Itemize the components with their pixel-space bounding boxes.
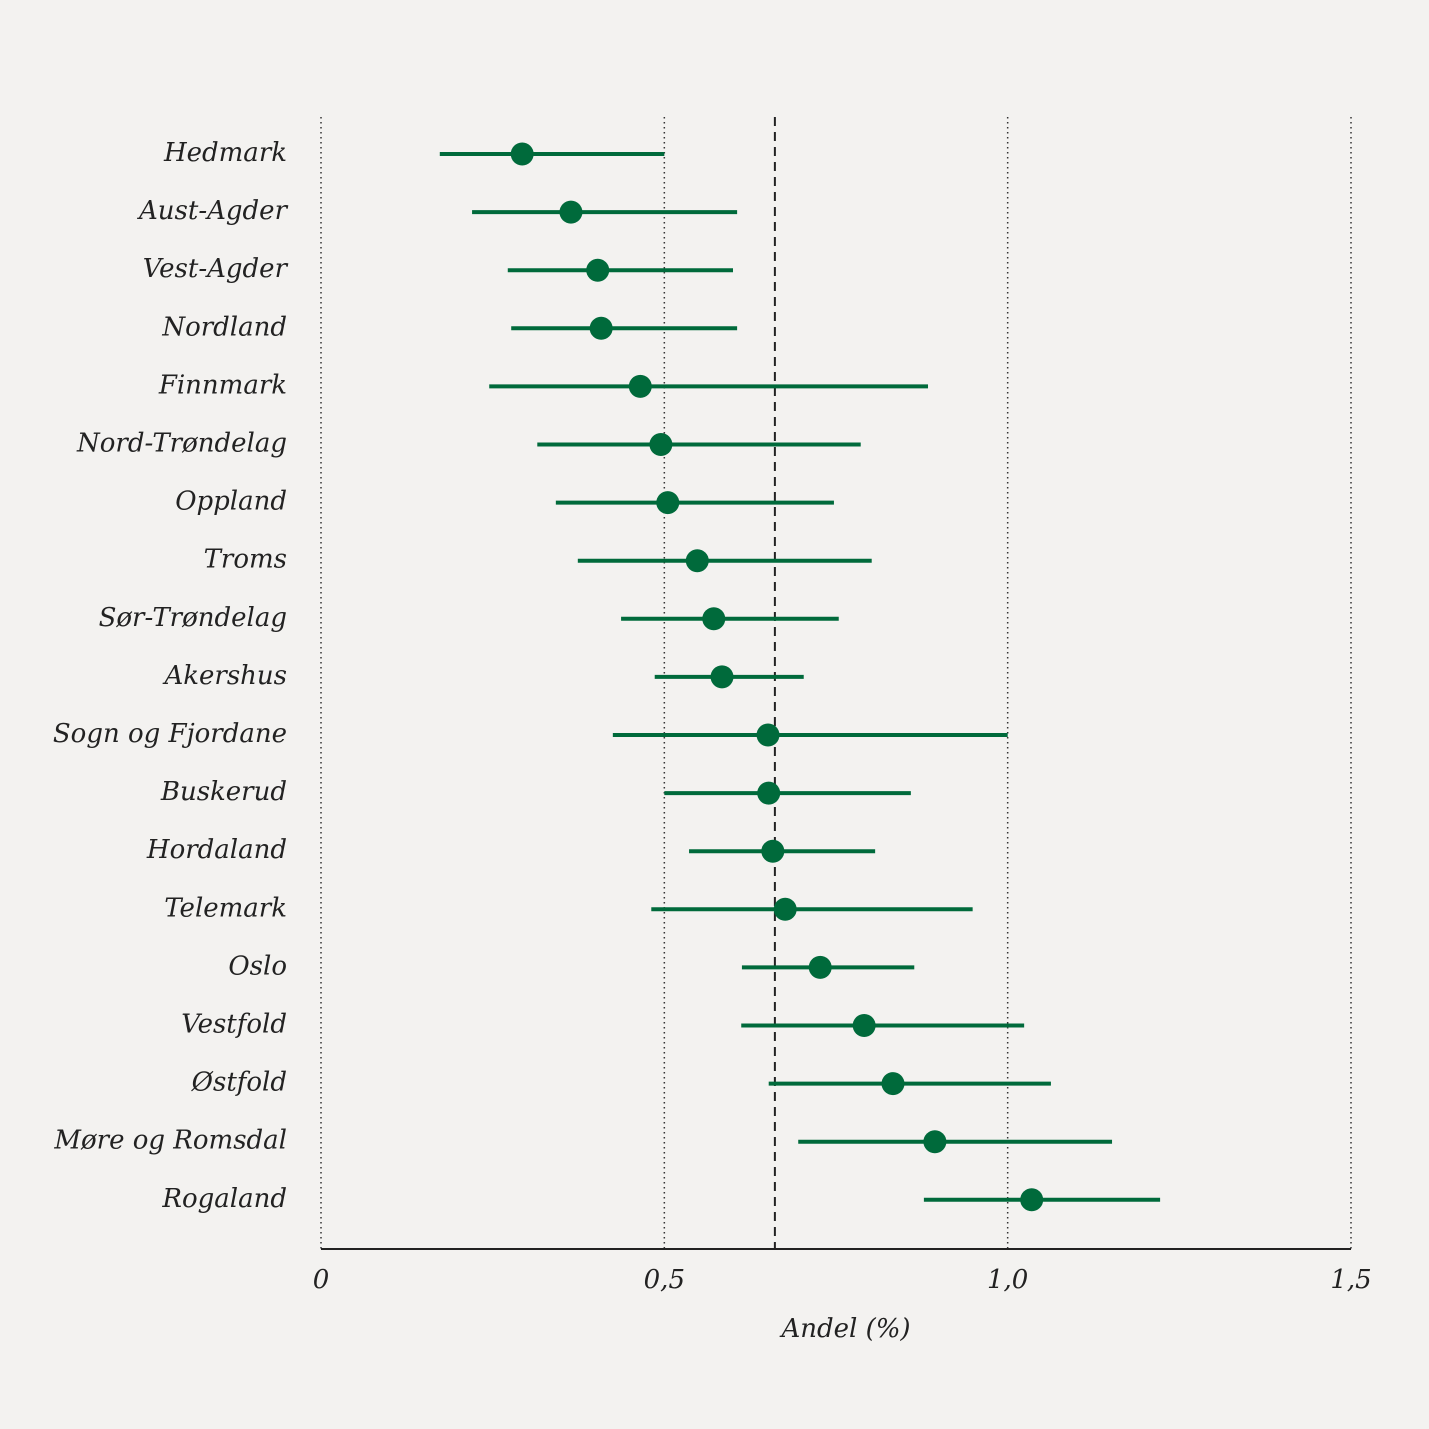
point — [510, 142, 534, 166]
point — [656, 491, 680, 515]
point — [628, 374, 652, 398]
point — [852, 1014, 876, 1037]
y-tick-label: Østfold — [191, 1068, 287, 1098]
x-tick-label: 1,0 — [987, 1265, 1028, 1295]
point — [710, 665, 734, 689]
y-tick-label: Aust-Agder — [137, 196, 289, 226]
y-tick-label: Sør-Trøndelag — [99, 603, 287, 633]
point — [559, 200, 583, 224]
point — [702, 607, 726, 631]
point — [808, 955, 832, 979]
point — [881, 1072, 905, 1096]
point — [757, 781, 781, 805]
point — [649, 433, 673, 456]
y-tick-label: Telemark — [164, 893, 287, 923]
point — [923, 1130, 947, 1154]
x-tick-label: 1,5 — [1330, 1265, 1371, 1295]
y-tick-label: Sogn og Fjordane — [53, 719, 287, 749]
y-tick-label: Vest-Agder — [143, 254, 289, 284]
x-tick-label: 0,5 — [644, 1265, 685, 1295]
y-tick-label: Oslo — [228, 951, 287, 981]
x-axis-label: Andel (%) — [779, 1314, 910, 1344]
y-tick-label: Nordland — [161, 312, 287, 342]
y-tick-label: Buskerud — [160, 777, 287, 807]
point — [761, 839, 785, 863]
point — [1020, 1188, 1044, 1212]
point — [589, 316, 613, 340]
y-tick-label: Nord-Trøndelag — [76, 429, 287, 459]
x-tick-label: 0 — [313, 1265, 330, 1295]
y-tick-label: Møre og Romsdal — [53, 1126, 287, 1156]
point — [586, 258, 610, 282]
y-tick-label: Rogaland — [161, 1184, 287, 1214]
y-tick-label: Troms — [204, 545, 287, 575]
y-tick-label: Akershus — [162, 661, 287, 691]
point — [685, 549, 709, 573]
point — [773, 897, 797, 921]
y-tick-label: Finnmark — [158, 370, 287, 400]
y-tick-label: Hordaland — [146, 835, 287, 865]
y-tick-label: Oppland — [175, 487, 287, 517]
y-tick-label: Hedmark — [163, 138, 287, 168]
point — [756, 723, 780, 747]
y-tick-label: Vestfold — [181, 1010, 287, 1040]
